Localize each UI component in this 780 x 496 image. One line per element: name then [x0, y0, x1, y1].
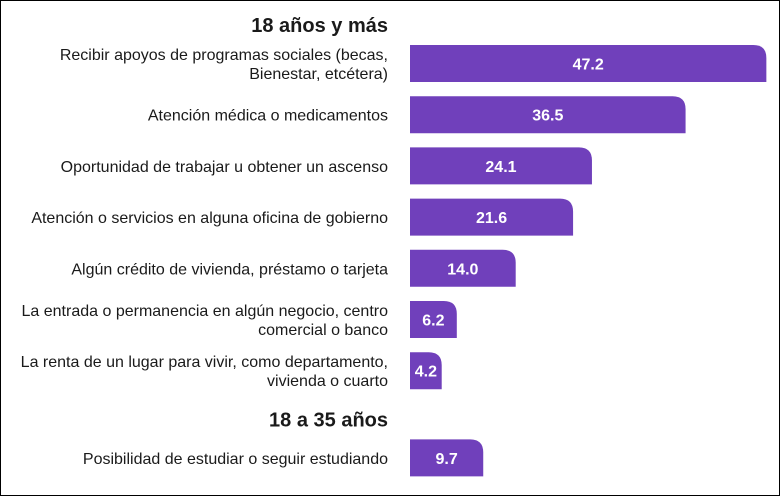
category-label: Oportunidad de trabajar u obtener un asc… — [61, 159, 388, 176]
bar — [410, 96, 686, 134]
category-label-line: comercial o banco — [258, 322, 388, 339]
category-label: Atención médica o medicamentos — [148, 108, 388, 125]
bar-value-label: 36.5 — [532, 108, 563, 125]
bar-value-label: 47.2 — [573, 57, 604, 74]
category-label: La renta de un lugar para vivir, como de… — [21, 354, 388, 390]
bar — [410, 45, 767, 82]
bar — [410, 439, 484, 477]
category-label: Recibir apoyos de programas sociales (be… — [60, 47, 388, 83]
category-label-line: Posibilidad de estudiar o seguir estudia… — [83, 451, 388, 468]
bar — [410, 352, 442, 390]
category-label-line: vivienda o cuarto — [267, 373, 388, 390]
category-label-line: La renta de un lugar para vivir, como de… — [21, 354, 388, 371]
bar-value-label: 6.2 — [422, 313, 444, 330]
category-label: Posibilidad de estudiar o seguir estudia… — [83, 451, 388, 468]
category-label: Atención o servicios en alguna oficina d… — [31, 210, 388, 227]
category-label: Algún crédito de vivienda, préstamo o ta… — [71, 261, 388, 278]
bar — [410, 301, 457, 338]
category-label-line: La entrada o permanencia en algún negoci… — [22, 303, 389, 320]
section-heading: 18 años y más — [251, 15, 388, 37]
category-label-line: Atención o servicios en alguna oficina d… — [31, 210, 388, 227]
category-label-line: Oportunidad de trabajar u obtener un asc… — [61, 159, 388, 176]
bar-value-label: 24.1 — [485, 159, 516, 176]
bar — [410, 147, 592, 185]
bar — [410, 198, 574, 236]
bar-value-label: 21.6 — [476, 210, 507, 227]
bar — [410, 249, 516, 287]
bar-value-label: 4.2 — [415, 364, 437, 381]
category-label: La entrada o permanencia en algún negoci… — [22, 303, 389, 339]
category-label-line: Bienestar, etcétera) — [249, 66, 388, 83]
category-label-line: Recibir apoyos de programas sociales (be… — [60, 47, 388, 64]
bar-value-label: 9.7 — [435, 451, 457, 468]
bar-value-label: 14.0 — [447, 261, 478, 278]
category-label-line: Atención médica o medicamentos — [148, 108, 388, 125]
section-heading: 18 a 35 años — [269, 409, 388, 431]
category-label-line: Algún crédito de vivienda, préstamo o ta… — [71, 261, 388, 278]
